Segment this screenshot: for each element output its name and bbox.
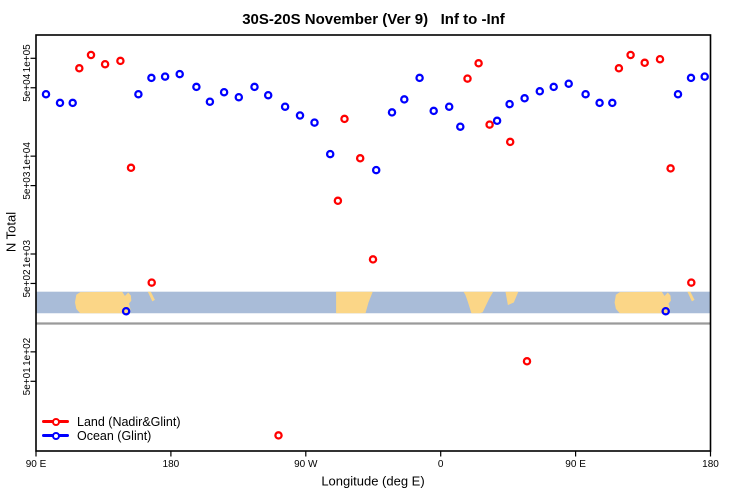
ocean-point [492, 116, 502, 126]
ocean-point [535, 87, 545, 96]
y-tick-label: 1e+04 [22, 142, 33, 171]
land-point [687, 278, 696, 287]
land-point [86, 50, 96, 60]
ocean-point [147, 73, 156, 83]
ocean-legend-symbol [42, 429, 69, 442]
ocean-point [520, 94, 529, 103]
map-land-madagascar [505, 291, 519, 306]
land-point [100, 59, 110, 69]
ocean-point [686, 73, 696, 83]
land-point [463, 74, 472, 83]
map-land-australia [614, 291, 671, 314]
plot-border [35, 34, 712, 452]
ocean-point [325, 149, 335, 159]
ocean-point [175, 69, 184, 79]
ocean-point [68, 98, 77, 108]
land-point [640, 58, 649, 68]
legend-item-ocean: Ocean (Glint) [42, 428, 152, 443]
chart-title: 30S-20S November (Ver 9) Inf to -Inf [242, 11, 505, 28]
ocean-point [263, 90, 273, 100]
land-point [614, 64, 624, 73]
legend-item-land: Land (Nadir&Glint) [42, 414, 181, 429]
ocean-point [608, 98, 617, 108]
ocean-point [295, 111, 305, 120]
x-tick-label: 90 W [294, 459, 318, 470]
ocean-point [371, 165, 381, 175]
x-tick-label: 180 [702, 459, 719, 470]
x-tick-label: 0 [438, 459, 444, 470]
map-band [36, 291, 711, 314]
ocean-point [673, 89, 683, 99]
land-point [626, 50, 635, 60]
ocean-point [444, 102, 454, 111]
ocean-point [192, 82, 201, 92]
ocean-point [234, 92, 244, 102]
map-land-australia [75, 291, 132, 314]
y-tick-label: 1e+02 [22, 337, 33, 366]
ocean-point [219, 87, 229, 97]
ocean-point [595, 98, 604, 108]
land-point [505, 137, 515, 147]
ocean-point [134, 89, 143, 99]
ocean-point [250, 82, 259, 92]
x-tick-label: 90 E [565, 459, 586, 470]
map-land-south-america [336, 291, 373, 314]
ocean-point [549, 82, 558, 92]
ocean-point [564, 79, 573, 88]
land-point [485, 120, 494, 129]
ocean-series [41, 69, 709, 316]
land-point [522, 357, 532, 366]
ocean-point [280, 102, 290, 111]
ocean-point [121, 306, 131, 316]
ocean-point [700, 72, 709, 81]
land-point [474, 59, 483, 68]
land-point [333, 196, 343, 206]
y-tick-label: 1e+03 [22, 240, 33, 269]
ocean-point [415, 73, 424, 83]
ocean-point [429, 106, 438, 116]
land-point [274, 431, 283, 440]
ocean-point [505, 99, 514, 109]
y-tick-label: 5e+04 [22, 73, 33, 102]
map-land-new-caledonia [147, 291, 155, 302]
ocean-point [41, 89, 51, 99]
land-point [340, 114, 349, 124]
ocean-point [310, 118, 319, 127]
ocean-point [661, 306, 670, 316]
ocean-point [387, 108, 397, 117]
land-legend-symbol [42, 415, 69, 428]
map-land-new-caledonia [687, 291, 695, 302]
ocean-point [55, 98, 65, 108]
legend-label-ocean: Ocean (Glint) [77, 428, 152, 443]
land-point [147, 278, 156, 287]
ocean-point [456, 122, 465, 131]
ocean-point [205, 97, 215, 106]
land-point [666, 164, 675, 173]
land-point [75, 64, 84, 73]
land-point [116, 56, 125, 66]
x-axis-title: Longitude (deg E) [321, 473, 425, 489]
ocean-point [581, 89, 590, 99]
ocean-point [160, 72, 170, 81]
land-series [75, 50, 696, 440]
y-tick-label: 5e+02 [22, 269, 33, 298]
x-tick-label: 90 E [26, 459, 47, 470]
land-point [355, 154, 365, 163]
land-point [126, 163, 136, 173]
land-point [655, 54, 665, 64]
y-tick-label: 5e+03 [22, 171, 33, 200]
map-ocean [36, 291, 711, 314]
map-land-africa [463, 291, 494, 314]
y-tick-label: 1e+05 [22, 44, 33, 73]
land-point [368, 255, 378, 264]
legend-label-land: Land (Nadir&Glint) [77, 414, 181, 429]
ocean-point [400, 95, 409, 104]
y-tick-label: 5e+01 [22, 367, 33, 396]
x-tick-label: 180 [163, 459, 180, 470]
